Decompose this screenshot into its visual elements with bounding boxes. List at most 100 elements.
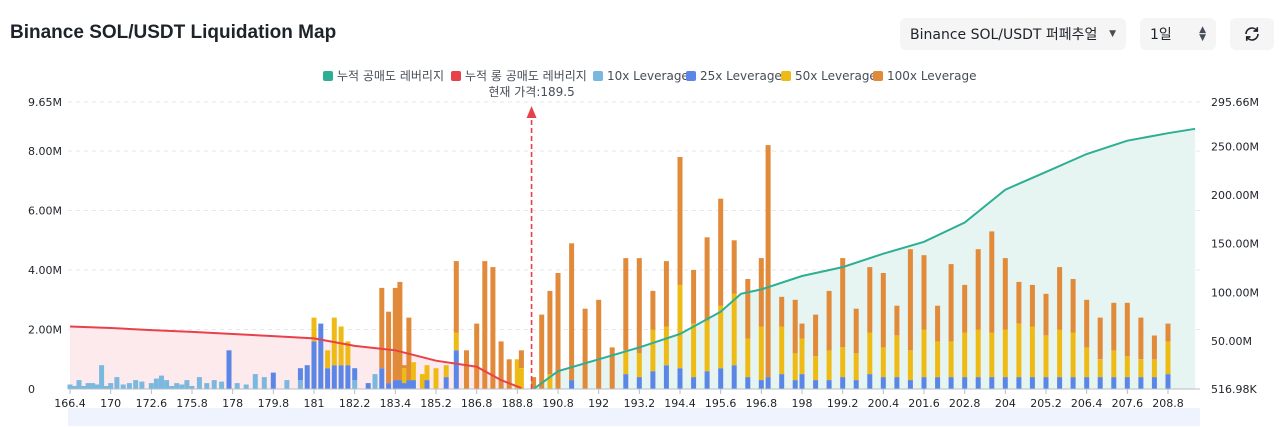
refresh-button[interactable] — [1230, 18, 1274, 50]
bar-lev25 — [1124, 377, 1130, 389]
y-right-tick: 150.00M — [1211, 238, 1259, 251]
bar-lev25 — [731, 365, 737, 389]
bar-lev100 — [453, 261, 459, 333]
bar-lev100 — [731, 240, 737, 294]
bar-lev50 — [1151, 359, 1157, 378]
bar-lev25 — [424, 380, 430, 389]
bar-lev100 — [1016, 281, 1022, 324]
bar-lev25 — [406, 380, 412, 389]
bar-lev50 — [948, 341, 954, 378]
bar-lev50 — [935, 341, 941, 378]
y-left-tick: 8.00M — [28, 145, 62, 158]
bar-lev10 — [72, 386, 77, 389]
bar-lev25 — [401, 383, 407, 389]
bar-lev100 — [623, 258, 629, 351]
bar-lev100 — [650, 290, 656, 330]
bar-lev50 — [433, 368, 439, 389]
bar-lev50 — [1165, 341, 1171, 375]
bar-lev100 — [1084, 299, 1090, 348]
bar-lev10 — [120, 384, 126, 389]
bar-lev10 — [184, 380, 190, 389]
y-left-tick: 4.00M — [28, 264, 62, 277]
bar-lev100 — [1138, 317, 1144, 360]
current-price-marker: 현재 가격:189.5 — [488, 85, 575, 389]
bar-lev100 — [1043, 293, 1049, 336]
bar-lev10 — [352, 380, 358, 389]
chevron-down-icon: ▼ — [1109, 29, 1116, 39]
x-tick-label: 181 — [304, 397, 325, 410]
bar-lev25 — [410, 380, 416, 389]
bar-lev25 — [792, 380, 798, 389]
bar-lev100 — [813, 314, 819, 357]
bar-lev25 — [989, 377, 995, 389]
bar-lev10 — [148, 383, 154, 389]
bar-lev50 — [758, 326, 764, 380]
bar-lev25 — [1002, 377, 1008, 389]
bar-lev100 — [840, 258, 846, 348]
market-select[interactable]: Binance SOL/USDT 퍼페추얼 ▼ — [900, 18, 1126, 50]
bar-lev25 — [453, 350, 459, 389]
bar-lev50 — [867, 332, 873, 375]
bar-lev10 — [133, 380, 139, 389]
bar-lev100 — [1070, 279, 1076, 333]
bar-lev25 — [880, 377, 886, 389]
bar-lev100 — [392, 287, 398, 381]
bar-lev50 — [443, 365, 449, 378]
bar-lev100 — [677, 157, 683, 285]
bar-lev25 — [813, 380, 819, 389]
bar-lev100 — [718, 198, 724, 306]
bar-lev25 — [975, 377, 981, 389]
page-title: Binance SOL/USDT Liquidation Map — [10, 22, 337, 43]
bar-lev100 — [826, 290, 832, 351]
bar-lev50 — [677, 284, 683, 369]
bar-lev25 — [765, 377, 771, 389]
bar-lev25 — [392, 380, 398, 389]
bar-lev25 — [704, 371, 710, 389]
bar-lev100 — [547, 290, 553, 375]
bar-lev100 — [935, 305, 941, 342]
bar-lev10 — [159, 375, 164, 389]
bar-lev25 — [397, 380, 403, 389]
x-tick-label: 198 — [792, 397, 813, 410]
cum-long-line — [69, 325, 522, 390]
bar-lev100 — [636, 258, 642, 354]
bar-lev25 — [304, 365, 310, 389]
bar-lev25 — [623, 374, 629, 389]
bar-lev50 — [779, 326, 785, 375]
bar-lev100 — [490, 267, 496, 389]
period-select[interactable]: 1일 ▲ ▼ — [1140, 18, 1216, 50]
bar-lev25 — [331, 365, 337, 389]
x-tick-label: 188.8 — [502, 397, 534, 410]
bar-lev10 — [297, 380, 303, 389]
legend-item: 100x Leverage — [887, 69, 976, 83]
bar-lev10 — [139, 381, 145, 389]
bar-lev100 — [1111, 302, 1117, 351]
bar-lev100 — [704, 237, 710, 321]
range-slider[interactable] — [68, 408, 1200, 426]
legend-swatch — [451, 71, 461, 81]
bar-lev100 — [474, 323, 480, 389]
bar-lev25 — [677, 368, 683, 389]
chart-legend: 누적 공매도 레버리지 누적 롱 공매도 레버리지 10x Leverage 25x … — [323, 69, 976, 83]
bar-lev50 — [691, 323, 697, 378]
bar-lev100 — [921, 255, 927, 330]
bar-lev50 — [745, 338, 751, 378]
bar-lev25 — [365, 383, 371, 389]
bar-lev100 — [758, 258, 764, 327]
x-tick-label: 192 — [588, 397, 609, 410]
bar-lev100 — [498, 341, 504, 389]
bar-lev50 — [894, 335, 900, 378]
bar-lev100 — [1151, 335, 1157, 360]
x-tick-label: 166.4 — [54, 397, 86, 410]
x-tick-label: 175.8 — [176, 397, 208, 410]
cumulative-lines — [69, 127, 1196, 390]
bar-lev25 — [325, 368, 331, 389]
x-tick-label: 208.8 — [1152, 397, 1184, 410]
legend-swatch — [873, 71, 883, 81]
bar-lev100 — [1002, 258, 1008, 330]
bar-lev10 — [114, 377, 120, 389]
bar-lev10 — [284, 380, 290, 389]
bar-lev25 — [1084, 377, 1090, 389]
x-tick-label: 172.6 — [136, 397, 168, 410]
y-left-tick: 2.00M — [28, 324, 62, 337]
